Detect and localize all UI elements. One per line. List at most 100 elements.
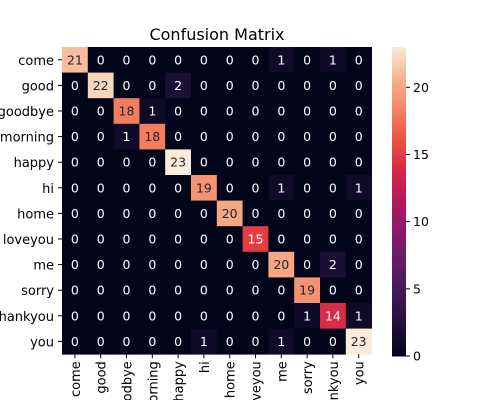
heatmap-cell: [242, 175, 269, 201]
heatmap-cell: [113, 175, 140, 201]
cell-value-label: 0: [123, 52, 131, 67]
colorbar-segment: [392, 168, 406, 172]
cell-value-label: 0: [252, 155, 260, 170]
colorbar-segment: [392, 283, 406, 287]
cell-value-label: 0: [200, 155, 208, 170]
y-tick-label: morning: [0, 131, 54, 146]
cell-value-label: 0: [174, 308, 182, 323]
heatmap-cell: [345, 303, 372, 329]
cell-value-label: 0: [148, 308, 156, 323]
heatmap-cell: [113, 123, 140, 150]
heatmap-cell: [113, 226, 140, 253]
y-tick-label: loveyou: [3, 233, 54, 248]
colorbar-segment: [392, 296, 406, 300]
cell-value-label: 0: [355, 206, 363, 221]
cell-value-label: 0: [71, 78, 79, 93]
cell-value-label: 0: [97, 129, 105, 144]
cell-value-label: 0: [97, 257, 105, 272]
heatmap-cell: [294, 303, 321, 329]
cell-value-label: 0: [123, 206, 131, 221]
heatmap-cell: [191, 72, 218, 99]
cell-value-label: 0: [148, 155, 156, 170]
colorbar-segment: [392, 348, 406, 352]
heatmap-cell: [216, 277, 243, 304]
cell-value-label: 0: [355, 129, 363, 144]
heatmap-cell: [242, 123, 269, 150]
cell-value-label: 0: [174, 334, 182, 349]
colorbar-segment: [392, 157, 406, 161]
cell-value-label: 0: [252, 308, 260, 323]
cell-value-label: 0: [97, 334, 105, 349]
heatmap-cell: [345, 72, 372, 99]
colorbar-segment: [392, 312, 406, 316]
heatmap-cell: [268, 149, 295, 176]
heatmap-cell: [191, 149, 218, 176]
cell-value-label: 23: [351, 334, 367, 349]
heatmap-cell: [87, 123, 114, 150]
colorbar-segment: [392, 85, 406, 89]
cell-value-label: 0: [277, 232, 285, 247]
heatmap-cell: [165, 251, 192, 278]
cell-value-label: 0: [123, 283, 131, 298]
heatmap-cell: [294, 98, 321, 125]
cell-value-label: 0: [252, 129, 260, 144]
cell-value-label: 0: [329, 283, 337, 298]
cell-value-label: 0: [329, 78, 337, 93]
heatmap-cell: [345, 149, 372, 176]
cell-value-label: 0: [123, 308, 131, 323]
colorbar-segment: [392, 77, 406, 81]
cell-value-label: 20: [273, 257, 289, 272]
heatmap-cell: [139, 200, 166, 227]
colorbar-segment: [392, 67, 406, 71]
heatmap-cell: [113, 200, 140, 227]
colorbar-segment: [392, 180, 406, 184]
heatmap-cell: [216, 98, 243, 125]
colorbar-segment: [392, 170, 406, 174]
colorbar-segment: [392, 247, 406, 251]
heatmap-cell: [268, 277, 295, 304]
cell-value-label: 0: [174, 283, 182, 298]
heatmap-cell: [242, 328, 269, 355]
heatmap-cell: [62, 149, 89, 176]
heatmap-cell: [242, 277, 269, 304]
colorbar-segment: [392, 224, 406, 228]
cell-value-label: 0: [174, 129, 182, 144]
cell-value-label: 0: [252, 52, 260, 67]
cell-value-label: 0: [174, 257, 182, 272]
colorbar-segment: [392, 72, 406, 76]
heatmap-cell: [87, 200, 114, 227]
y-tick-label: happy: [14, 156, 55, 171]
cell-value-label: 0: [200, 308, 208, 323]
colorbar-segment: [392, 70, 406, 74]
cell-value-label: 0: [97, 180, 105, 195]
colorbar-segment: [392, 211, 406, 215]
colorbar-segment: [392, 101, 406, 105]
cell-value-label: 0: [329, 334, 337, 349]
heatmap-cell: [62, 98, 89, 125]
colorbar-segment: [392, 88, 406, 92]
cell-value-label: 0: [329, 129, 337, 144]
colorbar-segment: [392, 258, 406, 262]
colorbar-segment: [392, 54, 406, 58]
cell-value-label: 0: [252, 334, 260, 349]
heatmap-cell: [165, 47, 192, 73]
colorbar-segment: [392, 209, 406, 213]
cell-value-label: 1: [355, 308, 363, 323]
colorbar-segment: [392, 206, 406, 210]
chart-title: Confusion Matrix: [149, 25, 284, 44]
cell-value-label: 0: [277, 104, 285, 119]
colorbar-segment: [392, 325, 406, 329]
colorbar-segment: [392, 273, 406, 277]
y-tick-label: me: [33, 259, 54, 274]
heatmap-cell: [320, 98, 347, 125]
heatmap-cell: [320, 226, 347, 253]
cell-value-label: 0: [277, 155, 285, 170]
cell-value-label: 0: [329, 104, 337, 119]
cell-value-label: 1: [148, 104, 156, 119]
colorbar-segment: [392, 319, 406, 324]
cell-value-label: 0: [123, 155, 131, 170]
colorbar-tick-label: 20: [413, 80, 429, 95]
colorbar-segment: [392, 265, 406, 269]
cell-value-label: 0: [123, 257, 131, 272]
x-tick-label: goodbye: [121, 361, 136, 400]
